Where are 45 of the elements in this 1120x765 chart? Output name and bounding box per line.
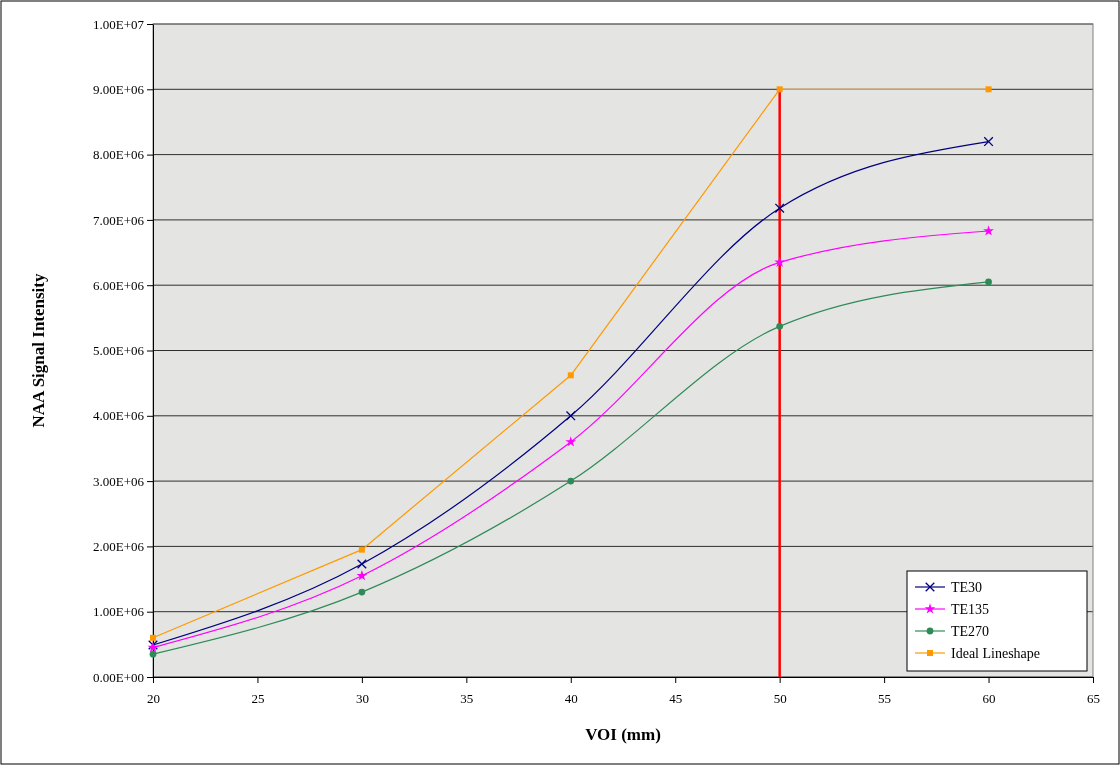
x-tick-label: 60 [982, 690, 996, 706]
point [774, 256, 786, 267]
point [358, 546, 365, 553]
y-tick-label: 6.00E+06 [92, 277, 145, 293]
legend-label: TE270 [951, 624, 990, 639]
legend-label: TE135 [951, 602, 990, 617]
point [356, 559, 367, 569]
x-tick-label: 35 [460, 690, 474, 706]
point [985, 86, 992, 93]
y-tick-label: 2.00E+06 [92, 539, 145, 555]
y-tick-label: 4.00E+06 [92, 408, 145, 424]
point [776, 322, 784, 330]
x-axis-title: VOI (mm) [585, 725, 661, 744]
point [565, 436, 577, 447]
y-tick-label: 1.00E+06 [92, 604, 145, 620]
y-tick-label: 8.00E+06 [92, 147, 145, 163]
point [567, 372, 574, 379]
y-tick-label: 9.00E+06 [92, 81, 145, 97]
point [565, 410, 576, 421]
point [776, 86, 783, 93]
x-tick-label: 20 [147, 690, 160, 706]
point [567, 477, 575, 485]
x-tick-label: 50 [773, 690, 787, 706]
y-tick-label: 3.00E+06 [92, 473, 145, 489]
x-tick-label: 30 [355, 690, 369, 706]
point [774, 203, 785, 214]
point [985, 278, 992, 286]
x-tick-label: 25 [251, 690, 265, 706]
y-axis-title: NAA Signal Intensity [29, 273, 48, 428]
y-tick-label: 7.00E+06 [92, 212, 145, 228]
legend-label: TE30 [951, 580, 983, 595]
y-tick-label: 0.00E+00 [92, 669, 144, 685]
x-tick-label: 65 [1087, 690, 1100, 706]
point [356, 570, 368, 581]
legend-label: Ideal Lineshape [951, 646, 1041, 661]
point [149, 650, 157, 658]
point [983, 225, 994, 236]
point [150, 634, 156, 641]
point [358, 588, 366, 596]
point [983, 136, 994, 147]
x-tick-label: 45 [669, 690, 683, 706]
x-tick-label: 55 [878, 690, 892, 706]
y-tick-label: 1.00E+07 [92, 16, 145, 32]
y-tick-label: 5.00E+06 [92, 343, 145, 359]
x-tick-label: 40 [564, 690, 578, 706]
